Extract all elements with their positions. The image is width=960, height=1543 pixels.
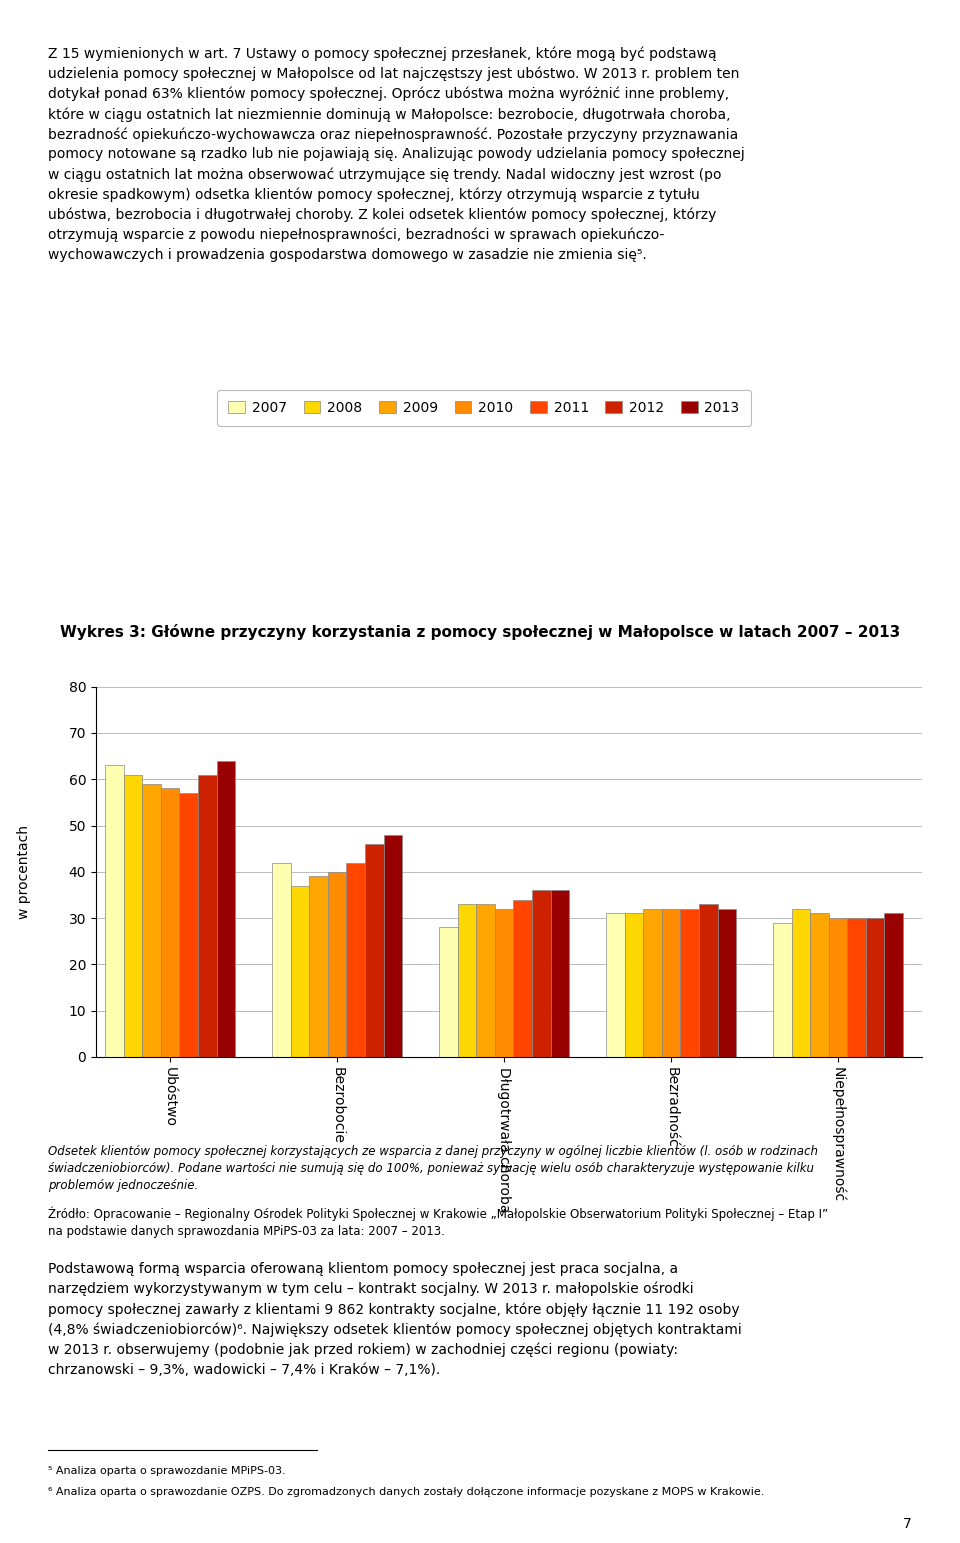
Bar <box>495 909 514 1057</box>
Bar <box>124 775 142 1057</box>
Bar <box>458 904 476 1057</box>
Bar <box>161 788 180 1057</box>
Bar <box>514 900 532 1057</box>
Bar <box>828 918 848 1057</box>
Text: 7: 7 <box>903 1517 912 1531</box>
Bar <box>810 913 828 1057</box>
Bar <box>440 927 458 1057</box>
Bar <box>532 890 550 1057</box>
Bar <box>773 923 792 1057</box>
Bar <box>347 863 365 1057</box>
Bar <box>328 872 347 1057</box>
Bar <box>365 844 384 1057</box>
Bar <box>217 761 235 1057</box>
Bar <box>661 909 681 1057</box>
Bar <box>291 886 309 1057</box>
Bar <box>180 793 198 1057</box>
Bar <box>606 913 625 1057</box>
Bar <box>884 913 903 1057</box>
Bar <box>384 835 402 1057</box>
Bar <box>309 876 328 1057</box>
Text: w procentach: w procentach <box>17 826 31 918</box>
Bar <box>273 863 291 1057</box>
Bar <box>681 909 699 1057</box>
Bar <box>142 784 161 1057</box>
Bar <box>625 913 643 1057</box>
Bar <box>848 918 866 1057</box>
Text: Odsetek klientów pomocy społecznej korzystających ze wsparcia z danej przyczyny : Odsetek klientów pomocy społecznej korzy… <box>48 1145 818 1191</box>
Bar <box>198 775 217 1057</box>
Text: Wykres 3: Główne przyczyny korzystania z pomocy społecznej w Małopolsce w latach: Wykres 3: Główne przyczyny korzystania z… <box>60 625 900 640</box>
Bar <box>792 909 810 1057</box>
Legend: 2007, 2008, 2009, 2010, 2011, 2012, 2013: 2007, 2008, 2009, 2010, 2011, 2012, 2013 <box>217 390 751 426</box>
Bar <box>550 890 569 1057</box>
Bar <box>106 765 124 1057</box>
Bar <box>476 904 495 1057</box>
Bar <box>717 909 736 1057</box>
Bar <box>699 904 717 1057</box>
Text: ⁶ Analiza oparta o sprawozdanie OZPS. Do zgromadzonych danych zostały dołączone : ⁶ Analiza oparta o sprawozdanie OZPS. Do… <box>48 1487 764 1497</box>
Bar <box>866 918 884 1057</box>
Text: Z 15 wymienionych w art. 7 Ustawy o pomocy społecznej przesłanek, które mogą być: Z 15 wymienionych w art. 7 Ustawy o pomo… <box>48 46 745 262</box>
Text: Źródło: Opracowanie – Regionalny Ośrodek Polityki Społecznej w Krakowie „Małopol: Źródło: Opracowanie – Regionalny Ośrodek… <box>48 1207 828 1237</box>
Text: ⁵ Analiza oparta o sprawozdanie MPiPS-03.: ⁵ Analiza oparta o sprawozdanie MPiPS-03… <box>48 1466 286 1475</box>
Text: Podstawową formą wsparcia oferowaną klientom pomocy społecznej jest praca socjal: Podstawową formą wsparcia oferowaną klie… <box>48 1262 742 1376</box>
Bar <box>643 909 661 1057</box>
